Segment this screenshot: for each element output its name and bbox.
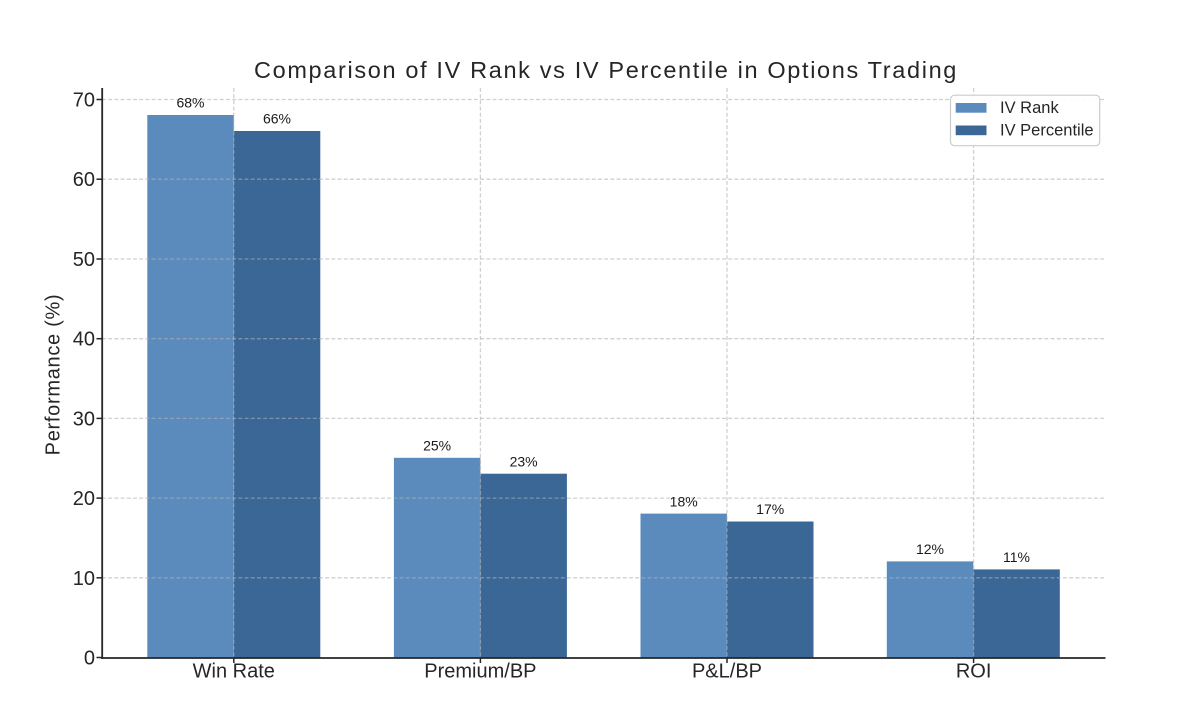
svg-text:40: 40 — [73, 329, 95, 351]
svg-text:10: 10 — [73, 568, 95, 590]
svg-text:ROI: ROI — [956, 660, 992, 682]
svg-text:Premium/BP: Premium/BP — [424, 660, 536, 682]
svg-text:IV Percentile: IV Percentile — [1000, 122, 1094, 140]
svg-text:Comparison of IV Rank vs IV Pe: Comparison of IV Rank vs IV Percentile i… — [254, 57, 958, 83]
svg-text:17%: 17% — [756, 501, 784, 517]
svg-text:68%: 68% — [176, 95, 204, 111]
svg-text:P&L/BP: P&L/BP — [692, 660, 762, 682]
svg-text:25%: 25% — [423, 438, 451, 454]
svg-text:70: 70 — [73, 90, 95, 112]
svg-text:50: 50 — [73, 249, 95, 271]
svg-text:0: 0 — [84, 648, 95, 670]
svg-text:18%: 18% — [670, 493, 698, 509]
svg-text:60: 60 — [73, 169, 95, 191]
svg-text:12%: 12% — [916, 541, 944, 557]
svg-text:11%: 11% — [1003, 549, 1030, 565]
svg-text:23%: 23% — [510, 453, 538, 469]
svg-text:Win Rate: Win Rate — [193, 660, 275, 682]
svg-text:66%: 66% — [263, 111, 291, 127]
svg-text:IV Rank: IV Rank — [1000, 99, 1059, 117]
svg-text:20: 20 — [73, 488, 95, 510]
svg-text:Performance (%): Performance (%) — [43, 294, 65, 456]
svg-text:30: 30 — [73, 408, 95, 430]
